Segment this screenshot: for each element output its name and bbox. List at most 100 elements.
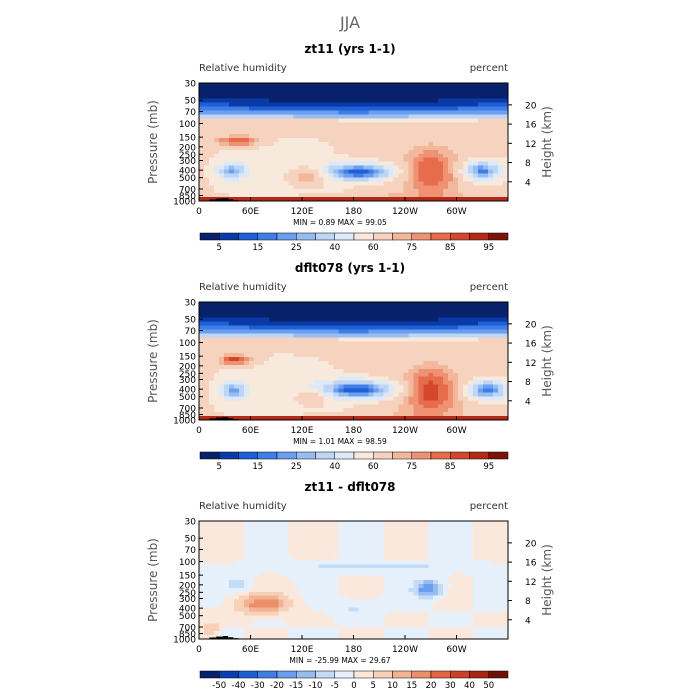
- field-cell: [288, 412, 295, 417]
- field-cell: [353, 568, 360, 573]
- field-cell: [328, 521, 335, 526]
- field-cell: [208, 576, 215, 581]
- field-cell: [213, 173, 220, 178]
- field-cell: [318, 576, 325, 581]
- field-cell: [448, 134, 454, 139]
- field-cell: [203, 161, 210, 167]
- field-cell: [313, 416, 320, 421]
- field-cell: [453, 368, 459, 374]
- field-cell: [243, 368, 250, 374]
- field-cell: [438, 114, 444, 119]
- field-cell: [288, 528, 295, 534]
- field-cell: [268, 408, 275, 413]
- field-cell: [233, 532, 240, 538]
- field-cell: [343, 627, 350, 632]
- field-cell: [403, 364, 409, 370]
- field-cell: [203, 552, 210, 557]
- field-cell: [278, 603, 285, 609]
- field-cell: [308, 388, 315, 394]
- field-cell: [278, 325, 285, 331]
- field-cell: [498, 197, 504, 202]
- field-cell: [413, 197, 419, 202]
- field-cell: [438, 321, 444, 327]
- x-tick-label: 180: [345, 426, 362, 436]
- field-cell: [483, 197, 489, 202]
- field-cell: [468, 305, 474, 311]
- field-cell: [358, 396, 365, 401]
- field-cell: [288, 114, 295, 119]
- field-cell: [343, 177, 350, 182]
- field-cell: [468, 384, 474, 390]
- y-tick-label: 500: [179, 174, 196, 184]
- field-cell: [273, 623, 280, 628]
- field-cell: [448, 345, 454, 350]
- field-cell: [293, 408, 300, 413]
- field-cell: [213, 189, 220, 194]
- field-cell: [343, 384, 350, 390]
- field-cell: [288, 110, 295, 116]
- field-cell: [328, 548, 335, 554]
- field-cell: [228, 380, 235, 386]
- field-cell: [368, 364, 375, 370]
- field-cell: [199, 587, 205, 593]
- field-cell: [253, 380, 260, 386]
- field-cell: [353, 583, 360, 589]
- field-cell: [213, 94, 220, 100]
- field-cell: [333, 521, 340, 526]
- field-cell: [488, 376, 494, 382]
- field-cell: [398, 305, 404, 311]
- field-cell: [323, 521, 330, 526]
- field-cell: [208, 185, 215, 190]
- field-cell: [408, 305, 414, 311]
- field-cell: [458, 185, 464, 190]
- field-cell: [323, 540, 330, 546]
- field-cell: [278, 157, 285, 163]
- field-cell: [253, 607, 260, 613]
- field-cell: [353, 361, 360, 366]
- field-cell: [403, 169, 409, 175]
- field-cell: [453, 309, 459, 315]
- field-cell: [228, 392, 235, 397]
- field-cell: [223, 325, 230, 331]
- field-cell: [203, 623, 210, 628]
- field-cell: [218, 392, 225, 397]
- field-cell: [398, 102, 404, 108]
- field-cell: [493, 145, 499, 151]
- field-cell: [258, 138, 265, 143]
- field-cell: [263, 193, 270, 198]
- colorbar-swatch: [488, 451, 509, 460]
- field-cell: [243, 564, 250, 569]
- field-cell: [468, 134, 474, 139]
- field-cell: [328, 591, 335, 597]
- field-cell: [428, 185, 434, 190]
- field-cell: [453, 416, 459, 421]
- field-cell: [383, 384, 389, 390]
- field-cell: [228, 126, 235, 131]
- field-cell: [313, 177, 320, 182]
- field-cell: [263, 552, 270, 557]
- field-cell: [433, 106, 439, 112]
- field-cell: [323, 384, 330, 390]
- field-cell: [218, 157, 225, 163]
- field-cell: [333, 376, 340, 382]
- y-tick-label: 150: [179, 134, 196, 144]
- field-cell: [268, 325, 275, 331]
- field-cell: [488, 189, 494, 194]
- field-cell: [199, 333, 205, 338]
- field-cell: [373, 341, 380, 346]
- field-cell: [363, 611, 370, 616]
- field-cell: [488, 169, 494, 175]
- field-cell: [503, 169, 509, 175]
- field-cell: [233, 372, 240, 378]
- field-cell: [268, 603, 275, 609]
- field-cell: [468, 376, 474, 382]
- field-cell: [363, 102, 370, 108]
- field-cell: [358, 416, 365, 421]
- field-cell: [298, 345, 305, 350]
- field-cell: [233, 169, 240, 175]
- field-cell: [348, 404, 355, 409]
- field-cell: [463, 388, 469, 394]
- field-cell: [328, 376, 335, 382]
- field-cell: [483, 161, 489, 167]
- field-cell: [253, 591, 260, 597]
